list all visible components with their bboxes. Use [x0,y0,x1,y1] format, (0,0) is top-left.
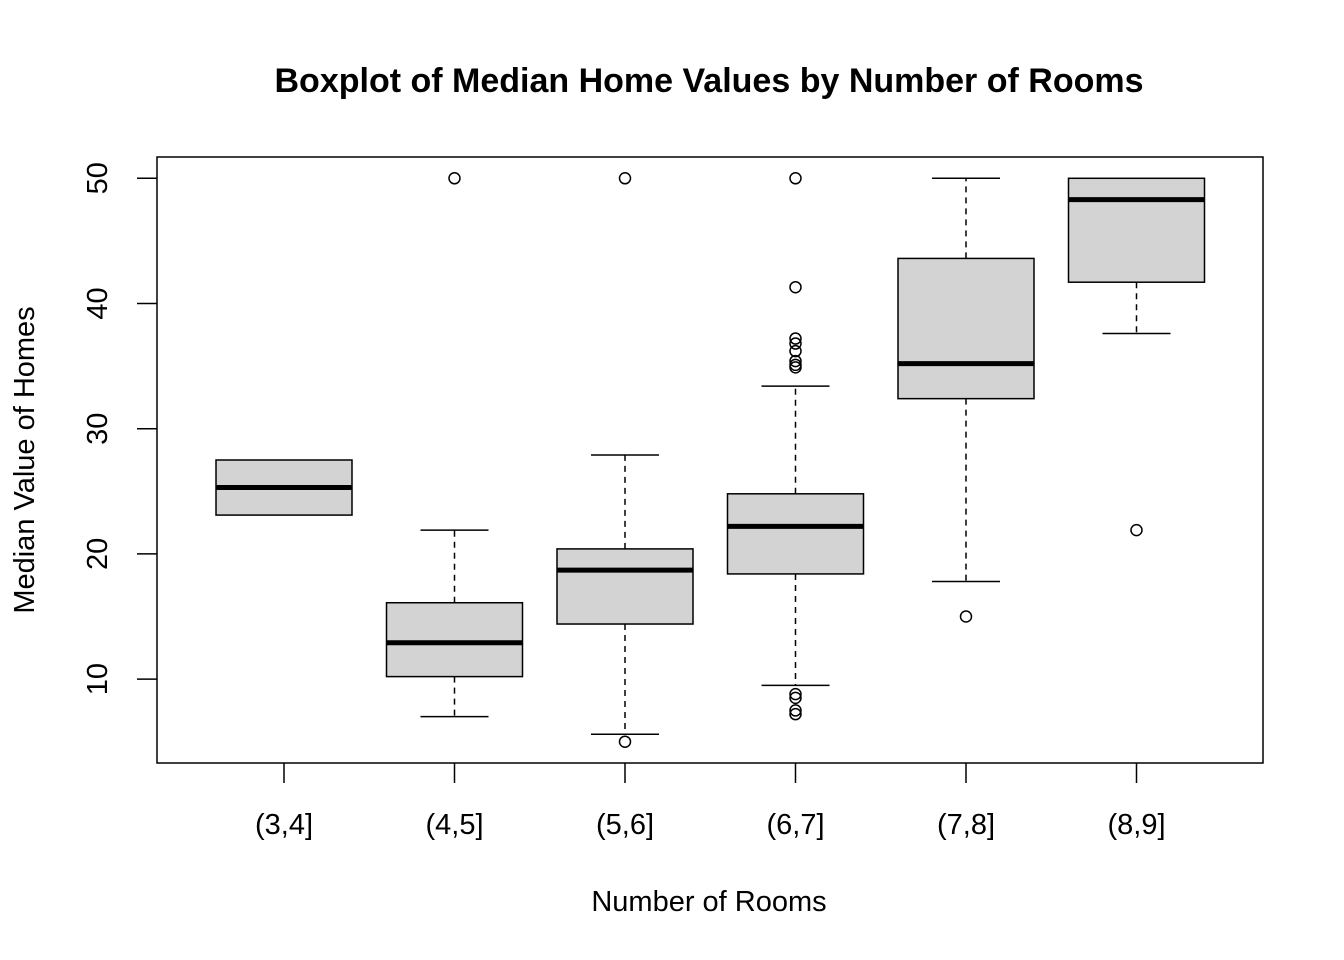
x-tick-label: (3,4] [255,809,313,841]
y-tick-label: 40 [82,287,114,319]
plot-frame [156,156,1264,764]
outlier-point [618,735,632,748]
x-tick-label: (5,6] [596,809,654,841]
outlier-point [448,172,461,185]
outlier-point [618,172,632,185]
outlier-point [789,691,802,705]
box-group [385,172,524,718]
box-group [726,172,865,721]
outlier-point [789,707,802,721]
box-iqr [1067,177,1206,283]
y-tick-label: 20 [82,538,114,570]
y-axis-label: Median Value of Homes [9,306,41,613]
outlier-point [789,704,802,717]
x-axis-label: Number of Rooms [591,886,826,918]
x-tick-label: (4,5] [425,809,483,841]
outlier-point [789,344,802,358]
box-group [1067,177,1206,537]
outlier-point [789,361,802,374]
outlier-point [789,172,802,185]
outlier-point [789,280,802,294]
outlier-point [1130,523,1143,537]
x-tick-label: (6,7] [766,809,824,841]
box-iqr [726,493,865,575]
outlier-point [789,687,802,701]
y-tick-label: 30 [82,413,114,445]
y-tick-label: 50 [82,162,114,194]
box-iqr [385,601,524,678]
axes: (3,4] (4,5] (5,6] (6,7] (7,8] (8,9] 10 20 30 40 50 [82,162,1166,841]
chart-title: Boxplot of Median Home Values by Number … [275,62,1144,100]
outlier-point [789,337,802,350]
y-tick-label: 10 [82,663,114,695]
x-tick-label: (7,8] [937,809,995,841]
box-iqr [897,257,1035,400]
plot-area [215,172,1206,748]
outlier-point [789,332,802,345]
box-group [556,172,694,748]
outlier-point [789,354,802,368]
x-tick-label: (8,9] [1107,809,1165,841]
box-group [215,459,353,516]
box-iqr [556,548,694,625]
outlier-point [959,610,973,623]
box-group [897,177,1035,623]
